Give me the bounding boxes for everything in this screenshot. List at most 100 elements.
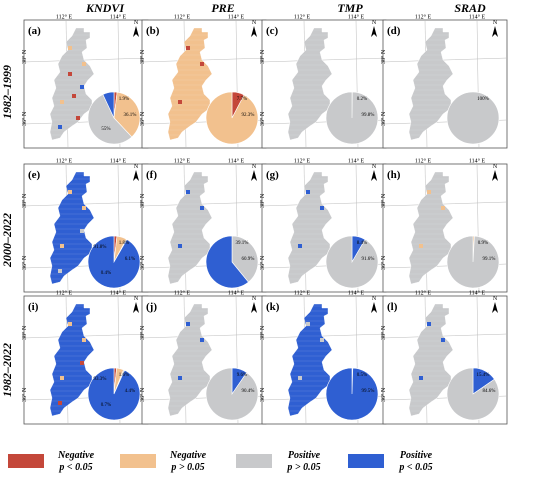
north-label: N [372, 20, 377, 26]
region-map [46, 171, 96, 285]
lon-tick-label: 114° E [348, 14, 365, 21]
lon-tick-label: 114° E [348, 290, 365, 297]
lat-tick-label: 38° N [139, 49, 146, 64]
parallel-38 [382, 333, 508, 339]
north-arrow-icon: N [371, 296, 377, 313]
pixel-cell [427, 322, 431, 326]
pixel-cell [298, 244, 302, 248]
lon-tick-label: 114° E [469, 290, 486, 297]
pie-slice-0 [231, 235, 259, 283]
lat-tick-label: 36° N [139, 111, 146, 126]
parallel-38 [382, 57, 508, 63]
pixel-cell [320, 338, 324, 342]
lat-tick-label: 36° N [21, 387, 28, 402]
north-label: N [134, 20, 139, 26]
pixel-cell [441, 338, 445, 342]
map-panel: 112° E 114° E 38° N 36° N N (d) 100% [380, 14, 508, 149]
legend-label-line2: p < 0.05 [58, 462, 92, 473]
pie-percent-label: 100% [477, 97, 489, 102]
map-panel: 112° E 114° E 38° N 36° N N (e) 1.8% 6.1% 0.4% 91… [21, 158, 149, 293]
north-arrow-shape [251, 170, 257, 181]
pie-percent-label: 91.8% [94, 245, 107, 250]
legend-label-line2: p > 0.05 [286, 462, 320, 473]
north-arrow-icon: N [133, 296, 139, 313]
lat-tick-label: 38° N [259, 49, 266, 64]
pixel-cell [80, 361, 84, 365]
lat-tick-label: 36° N [380, 387, 387, 402]
north-label: N [252, 164, 257, 170]
pixel-cell [306, 190, 310, 194]
pixel-cell [200, 62, 204, 66]
north-arrow-icon: N [251, 164, 257, 181]
column-header-tmp: TMP [337, 1, 363, 15]
north-arrow-shape [371, 302, 377, 313]
pixel-cell [68, 46, 72, 50]
lon-tick-label: 112° E [294, 290, 311, 297]
pixel-cell [58, 269, 62, 273]
pie-percent-label: 7.7% [237, 97, 247, 102]
pie-percent-label: 15.4% [477, 373, 490, 378]
lon-tick-label: 114° E [469, 14, 486, 21]
parallel-38 [23, 201, 149, 207]
north-label: N [493, 296, 498, 302]
pie-slice-1 [446, 367, 500, 421]
legend-label-line1: Negative [169, 450, 207, 461]
column-header-srad: SRAD [454, 1, 486, 15]
pie-chart: 15.4% 84.6% [446, 367, 500, 421]
lat-tick-label: 38° N [380, 325, 387, 340]
lat-tick-label: 38° N [21, 49, 28, 64]
pixel-cell [68, 322, 72, 326]
pixel-cell [298, 376, 302, 380]
pie-percent-label: 0.7% [101, 403, 111, 408]
pie-slice-1 [205, 235, 249, 289]
pie-chart: 1.9% 36.1% 55% [87, 91, 141, 145]
pixel-cell [441, 206, 445, 210]
pixel-cell [58, 401, 62, 405]
pie-chart: 0.9% 99.1% [446, 235, 500, 289]
panel-label: (g) [266, 169, 279, 181]
panel-label: (d) [387, 25, 401, 37]
row-header: 1982–1999 [0, 65, 14, 119]
panel-label: (f) [146, 169, 157, 181]
north-arrow-shape [492, 26, 498, 37]
region-map [405, 27, 455, 141]
panel-label: (k) [266, 301, 280, 313]
pie-slice-3 [87, 367, 141, 421]
map-panel: 112° E 114° E 38° N 36° N N (l) 15.4% 84.6% [380, 290, 508, 425]
row-header: 2000–2022 [0, 213, 14, 268]
lat-tick-label: 36° N [259, 111, 266, 126]
legend-swatch [120, 454, 156, 468]
parallel-38 [261, 57, 387, 63]
pixel-cell [320, 206, 324, 210]
map-panel: 112° E 114° E 38° N 36° N N (g) 8.4% 91.6% [259, 158, 387, 293]
panel-label: (e) [28, 169, 41, 181]
north-label: N [134, 164, 139, 170]
pie-chart: 0.2% 99.8% [325, 91, 379, 145]
lat-tick-label: 36° N [139, 255, 146, 270]
north-arrow-shape [251, 26, 257, 37]
panel-label: (l) [387, 301, 398, 313]
pie-chart: 8.4% 91.6% [325, 235, 379, 289]
pie-percent-label: 36.1% [124, 113, 137, 118]
legend-swatch [236, 454, 272, 468]
pixel-cell [60, 244, 64, 248]
panel-label: (h) [387, 169, 401, 181]
lat-tick-label: 38° N [380, 193, 387, 208]
north-arrow-shape [133, 170, 139, 181]
lon-tick-label: 114° E [110, 290, 127, 297]
region-map [164, 27, 214, 141]
legend-label-line1: Negative [57, 450, 95, 461]
pie-chart: 39.1% 60.9% [205, 235, 259, 289]
pixel-cell [200, 338, 204, 342]
region-map [284, 27, 334, 141]
north-arrow-icon: N [371, 20, 377, 37]
map-panel: 112° E 114° E 38° N 36° N N (h) 0.9% 99.1% [380, 158, 508, 293]
pie-percent-label: 99.5% [362, 389, 375, 394]
lon-tick-label: 114° E [348, 158, 365, 165]
pie-chart: 1.6% 4.4% 0.7% 93.3% [87, 367, 141, 421]
legend-label-line2: p < 0.05 [398, 462, 432, 473]
pixel-cell [60, 376, 64, 380]
pie-percent-label: 6.1% [125, 257, 135, 262]
